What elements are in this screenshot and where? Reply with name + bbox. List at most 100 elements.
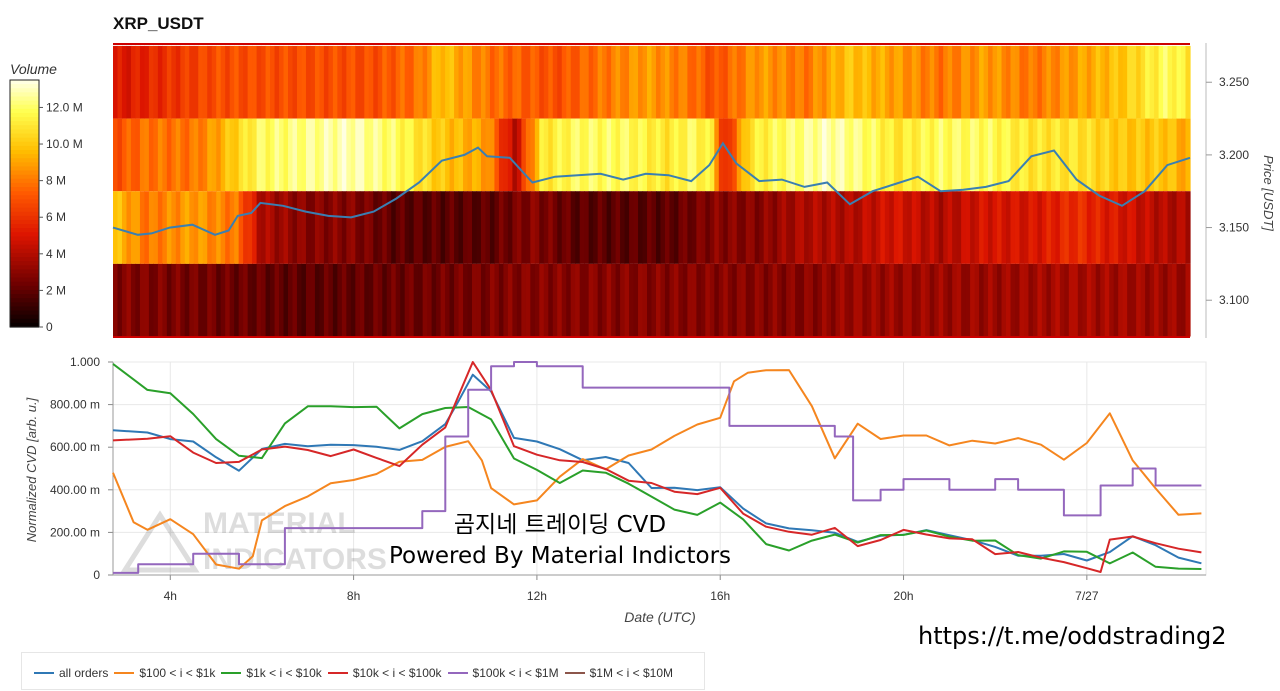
heat-cell <box>422 191 428 264</box>
heat-cell <box>539 263 545 337</box>
heat-cell <box>1001 191 1007 264</box>
heat-cell <box>279 45 285 119</box>
heat-cell <box>359 191 365 264</box>
legend-item[interactable]: $100 < i < $1k <box>114 666 215 680</box>
legend-item[interactable]: $10k < i < $100k <box>327 666 442 680</box>
heat-cell <box>1131 118 1137 192</box>
heat-cell <box>377 191 383 264</box>
legend: all orders $100 < i < $1k $1k < i < $10k $1… <box>21 652 705 690</box>
heat-cell <box>265 118 271 192</box>
heat-cell <box>750 118 756 192</box>
heat-cell <box>184 45 190 119</box>
heat-cell <box>974 118 980 192</box>
legend-label: $10k < i < $100k <box>352 666 442 680</box>
colorbar-segment <box>10 306 39 312</box>
heat-cell <box>835 118 841 192</box>
heat-cell <box>467 45 473 119</box>
heat-cell <box>831 263 837 337</box>
legend-item[interactable]: all orders <box>34 666 108 680</box>
colorbar-segment <box>10 121 39 126</box>
heat-cell <box>516 263 522 337</box>
heat-cell <box>947 118 953 192</box>
heat-cell <box>211 118 217 192</box>
heat-cell <box>754 45 760 119</box>
heat-cell <box>732 191 738 264</box>
heat-cell <box>534 191 540 264</box>
heat-cell <box>1136 118 1142 192</box>
colorbar-segment <box>10 137 39 143</box>
heat-cell <box>503 118 509 192</box>
heat-cell <box>431 45 437 119</box>
heat-cell <box>1014 191 1021 264</box>
heat-cell <box>175 263 181 337</box>
heat-cell <box>296 118 303 192</box>
heat-cell <box>745 263 751 337</box>
heat-cell <box>857 263 864 337</box>
heat-cell <box>884 45 890 119</box>
heat-cell <box>530 45 536 119</box>
heat-cell <box>835 191 841 264</box>
heat-cell <box>319 118 325 192</box>
heat-cell <box>157 118 163 192</box>
heat-cell <box>741 263 747 337</box>
legend-item[interactable]: $1M < i < $10M <box>564 666 673 680</box>
heat-cell <box>252 118 258 192</box>
heat-cell <box>1032 263 1039 337</box>
heat-cell <box>700 263 706 337</box>
colorbar-segment <box>10 224 39 229</box>
heat-cell <box>328 45 334 119</box>
heat-cell <box>862 191 868 264</box>
x-tick-label: 8h <box>347 589 360 603</box>
heat-cell <box>700 45 706 119</box>
heat-cell <box>175 118 181 192</box>
colorbar-segment <box>10 80 39 85</box>
heat-cell <box>826 118 832 192</box>
heat-cell <box>723 191 729 264</box>
heat-cell <box>1118 191 1124 264</box>
heat-cell <box>494 191 500 264</box>
heat-cell <box>314 263 321 337</box>
heat-cell <box>202 45 208 119</box>
legend-swatch <box>221 672 242 674</box>
heat-cell <box>301 118 307 192</box>
heat-cell <box>274 45 280 119</box>
legend-item[interactable]: $1k < i < $10k <box>221 666 322 680</box>
heat-cell <box>759 263 765 337</box>
heat-cell <box>772 263 778 337</box>
heat-cell <box>489 191 496 264</box>
heat-cell <box>970 118 976 192</box>
heat-cell <box>557 263 563 337</box>
heat-cell <box>454 118 460 192</box>
heat-cell <box>256 118 262 192</box>
telegram-link[interactable]: https://t.me/oddstrading2 <box>918 622 1227 650</box>
legend-item[interactable]: $100k < i < $1M <box>447 666 559 680</box>
heat-cell <box>602 191 608 264</box>
heat-cell <box>1050 118 1056 192</box>
heat-cell <box>144 118 150 192</box>
colorbar-tick-label: 4 M <box>46 247 66 261</box>
heat-cell <box>1113 263 1119 337</box>
heat-cell <box>364 118 370 192</box>
heat-cell <box>539 191 545 264</box>
heat-cell <box>395 191 401 264</box>
heat-cell <box>220 45 226 119</box>
heat-cell <box>602 45 608 119</box>
heat-cell <box>768 45 774 119</box>
heat-cell <box>929 118 935 192</box>
heat-cell <box>238 118 244 192</box>
heat-cell <box>911 263 917 337</box>
heat-cell <box>763 45 769 119</box>
heat-cell <box>655 45 662 119</box>
colorbar-tick-label: 12.0 M <box>46 100 83 114</box>
heat-cell <box>1127 45 1133 119</box>
heat-cell <box>1086 263 1092 337</box>
heat-cell <box>413 191 419 264</box>
logo-flask-icon <box>120 510 200 573</box>
heat-cell <box>485 45 491 119</box>
heat-cell <box>1154 118 1160 192</box>
heat-cell <box>714 191 720 264</box>
legend-swatch <box>327 672 348 674</box>
heat-cell <box>866 263 872 337</box>
heat-cell <box>1149 191 1155 264</box>
